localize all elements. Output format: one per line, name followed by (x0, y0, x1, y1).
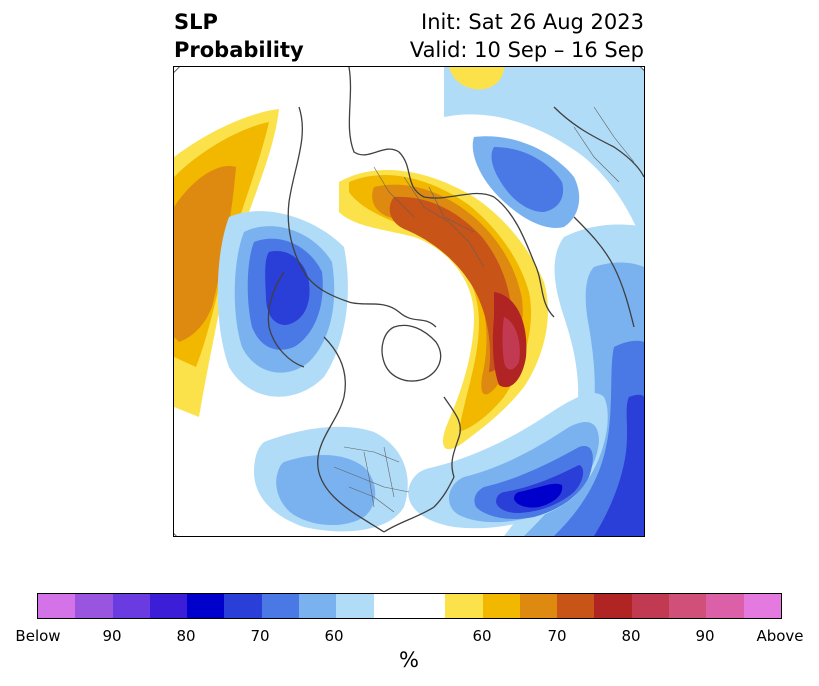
colorbar-neutral (373, 594, 446, 618)
colorbar-above-4 (557, 594, 595, 618)
colorbar-tick-label: 60 (472, 627, 492, 645)
anomaly-below-asia-light (444, 67, 644, 247)
colorbar-below-3 (112, 594, 150, 618)
colorbar-below-6 (224, 594, 262, 618)
title-variable: SLP (174, 10, 218, 34)
valid-range: Valid: 10 Sep – 16 Sep (409, 38, 644, 62)
colorbar-above-3 (519, 594, 558, 618)
colorbar-tick-label: Below (15, 627, 61, 645)
anomaly-above-kamchatka (449, 67, 504, 90)
colorbar-below-1 (38, 594, 76, 618)
colorbar-above-9 (743, 594, 781, 618)
title-measure: Probability (174, 38, 304, 62)
anomaly-above-siberia-deeper (389, 196, 512, 372)
title-right: Init: Sat 26 Aug 2023 Valid: 10 Sep – 16… (410, 8, 644, 64)
map-panel (173, 66, 645, 537)
anomaly-below-asia-dark (491, 147, 564, 212)
colorbar-unit-label: % (399, 648, 419, 672)
colorbar-below-4 (149, 594, 188, 618)
colorbar-above-1 (445, 594, 483, 618)
colorbar-below-9 (336, 594, 374, 618)
coastlines (267, 67, 644, 533)
colorbar-tick-label: 60 (324, 627, 344, 645)
title-left: SLP Probability (174, 8, 304, 64)
anomaly-below-atlantic-deepest (514, 483, 563, 508)
colorbar-above-7 (669, 594, 707, 618)
anomaly-above-siberia-max (502, 317, 520, 370)
colorbar-above-8 (706, 594, 744, 618)
colorbar-tick-label: 80 (621, 627, 641, 645)
anomaly-above-pacific-dark (174, 166, 236, 342)
colorbar-below-5 (187, 594, 225, 618)
map-svg (174, 67, 644, 536)
colorbar-tick-label: Above (756, 627, 804, 645)
colorbar-tick-label: 90 (102, 627, 122, 645)
colorbar-below-7 (261, 594, 300, 618)
colorbar (37, 593, 782, 619)
colorbar-tick-label: 90 (695, 627, 715, 645)
colorbar-above-6 (631, 594, 670, 618)
colorbar-tick-label: 80 (176, 627, 196, 645)
colorbar-below-8 (299, 594, 337, 618)
anomaly-above-siberia-dark (372, 184, 523, 395)
colorbar-below-2 (75, 594, 113, 618)
political-borders (333, 106, 635, 513)
anomaly-below-east-deeper (594, 394, 644, 536)
colorbar-above-5 (594, 594, 632, 618)
anomaly-below-america-mid (276, 455, 376, 526)
colorbar-tick-label: 70 (250, 627, 270, 645)
colorbar-tick-label: 70 (547, 627, 567, 645)
colorbar-above-2 (482, 594, 520, 618)
anomaly-below-bering-deeper (265, 251, 310, 325)
init-date: Init: Sat 26 Aug 2023 (421, 10, 644, 34)
